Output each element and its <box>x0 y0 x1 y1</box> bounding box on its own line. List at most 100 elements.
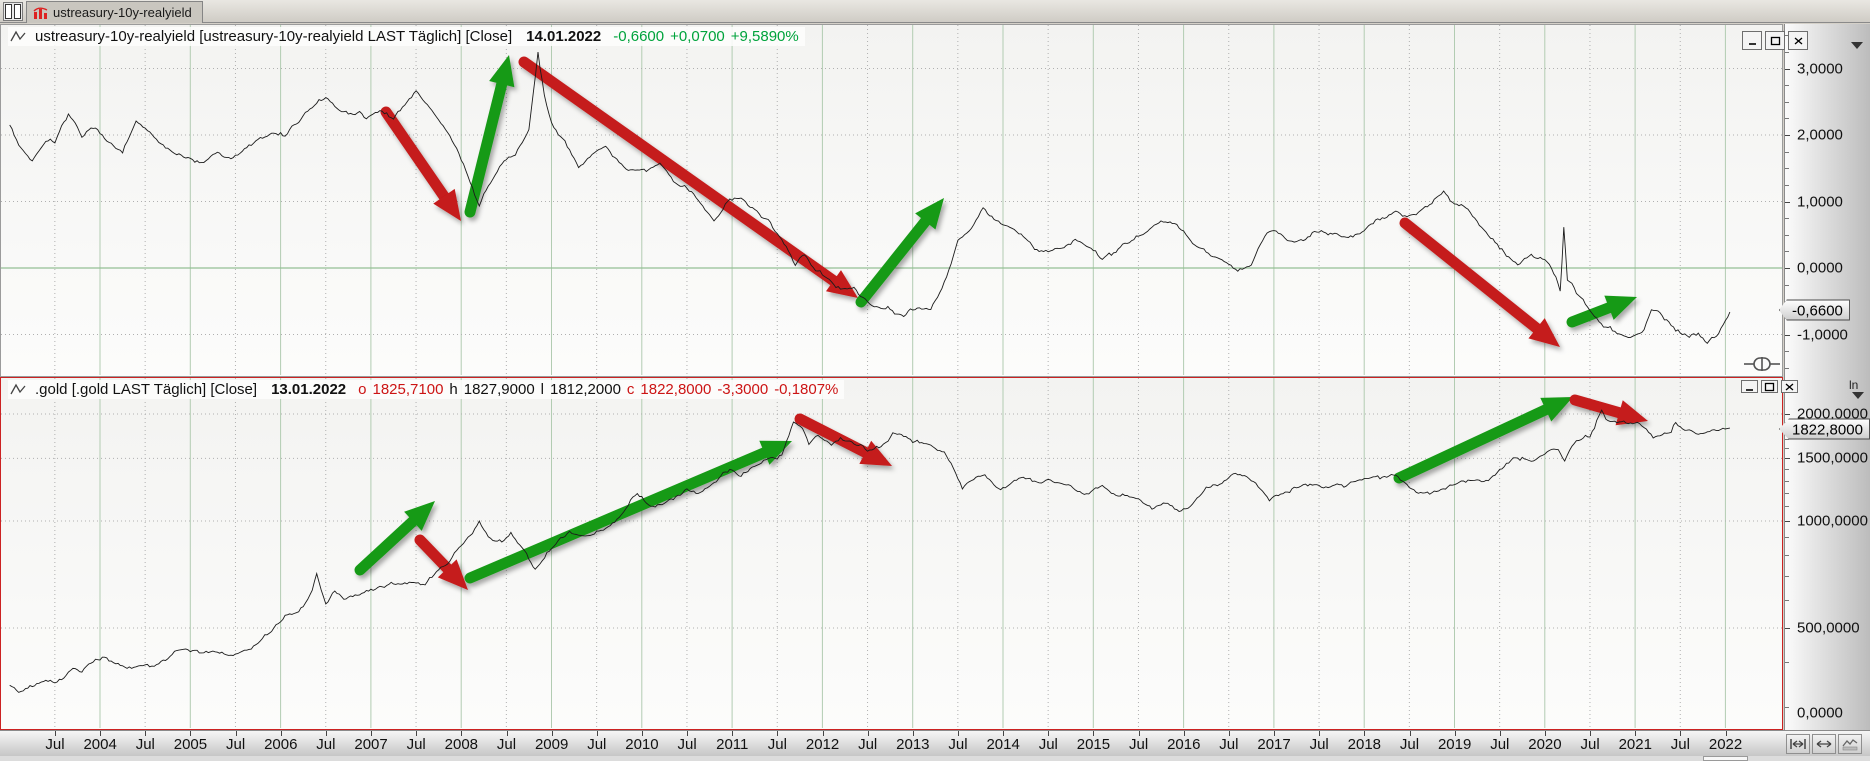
x-axis-year-label: 2009 <box>534 736 569 753</box>
y-axis-label: -1,0000 <box>1797 326 1848 343</box>
treasury-price-tag: -0,6600 <box>1779 299 1850 321</box>
x-axis-month-label: Jul <box>1670 736 1690 753</box>
y-axis-label: 2,0000 <box>1797 126 1843 144</box>
x-axis-month-label: Jul <box>1580 736 1600 753</box>
maximize-button[interactable] <box>1765 31 1785 50</box>
x-axis-month-label: Jul <box>496 736 517 753</box>
x-axis-year-label: 2015 <box>1076 736 1111 753</box>
x-axis-year-label: 2020 <box>1528 736 1562 753</box>
scale-chart-icon <box>1842 739 1858 751</box>
y-axis-label: 1000,0000 <box>1797 512 1868 530</box>
trend-arrows <box>380 55 1637 347</box>
gold-ohlc-values: o 1825,7100 h 1827,9000 l 1812,2000 c 1822,8000… <box>352 381 838 398</box>
x-axis-year-label: 2011 <box>716 736 749 753</box>
x-axis-month-label: Jul <box>767 736 787 753</box>
chain-link-icon[interactable] <box>1744 355 1780 373</box>
trend-arrows <box>354 394 1648 590</box>
ohlc-label: o <box>358 381 367 398</box>
maximize-button[interactable] <box>1761 380 1778 393</box>
y-axis-label: 0,0000 <box>1797 704 1843 722</box>
gold-title: .gold [.gold LAST Täglich] [Close] <box>35 381 258 398</box>
close-button[interactable] <box>1781 380 1798 393</box>
quote-value: 1812,2000 <box>550 381 621 398</box>
minimize-icon <box>1748 42 1756 45</box>
maximize-icon <box>1770 36 1780 45</box>
gold-plot-area[interactable] <box>1 378 1782 729</box>
minimize-button[interactable] <box>1742 31 1762 50</box>
treasury-plot-area[interactable] <box>1 25 1782 376</box>
treasury-title: ustreasury-10y-realyield [ustreasury-10y… <box>35 28 513 45</box>
gold-chart-header: .gold [.gold LAST Täglich] [Close] 13.01… <box>8 380 845 399</box>
line-squiggle-icon <box>10 30 26 42</box>
y-axis-label: 1,0000 <box>1797 193 1843 210</box>
triangle-down-icon[interactable] <box>1851 42 1863 49</box>
close-button[interactable] <box>1788 31 1808 50</box>
maximize-icon <box>1764 382 1775 391</box>
log-scale-indicator[interactable]: ln <box>1849 378 1859 392</box>
x-axis-year-label: 2019 <box>1437 736 1472 753</box>
line-squiggle-icon <box>10 383 26 395</box>
expand-horizontal-icon <box>1816 740 1832 748</box>
x-axis-year-label: 2012 <box>805 736 840 753</box>
x-axis-month-label: Jul <box>135 736 155 753</box>
quote-value: -3,3000 <box>717 381 769 398</box>
x-axis-month-label: Jul <box>1399 736 1420 753</box>
treasury-y-axis[interactable]: -0,6600 3,0000 2,0000 1,0000 0,0000 -1,0000 <box>1779 24 1870 377</box>
x-axis-year-label: 2013 <box>896 736 930 753</box>
red-bar-chart-icon <box>33 7 48 19</box>
ohlc-label: h <box>449 381 458 398</box>
gold-y-axis[interactable]: ln 1822,8000 2000,0000 1500,0000 1000,0000… <box>1779 377 1870 730</box>
quote-value: 1825,7100 <box>372 381 444 398</box>
gold-price-tag: 1822,8000 <box>1779 418 1870 440</box>
quote-value: 1827,9000 <box>463 381 535 398</box>
scrollbar-thumb[interactable] <box>1703 756 1748 761</box>
chart-tab[interactable]: ustreasury-10y-realyield <box>26 1 203 23</box>
x-axis-month-label: Jul <box>1038 736 1058 753</box>
window-panes-icon[interactable] <box>3 2 23 21</box>
x-axis-year-label: 2006 <box>264 736 298 753</box>
close-icon <box>1785 383 1794 390</box>
treasury-chart-header: ustreasury-10y-realyield [ustreasury-10y… <box>8 27 805 46</box>
x-axis-month-label: Jul <box>45 736 65 753</box>
gold-date: 13.01.2022 <box>271 381 347 398</box>
scale-chart-button[interactable] <box>1838 734 1862 754</box>
y-axis-label: 3,0000 <box>1797 60 1843 77</box>
ohlc-label: c <box>626 381 635 398</box>
treasury-price-line <box>9 52 1731 344</box>
x-axis-year-label: 2021 <box>1618 736 1652 753</box>
horizontal-scrollbar[interactable] <box>0 756 1870 761</box>
x-axis-month-label: Jul <box>226 736 246 753</box>
time-axis[interactable]: Jul 2004 Jul 2005 Jul 2006 Jul 2007 Jul 2008 Jul 20… <box>0 730 1870 756</box>
compress-horizontal-button[interactable] <box>1786 734 1810 754</box>
x-axis-year-label: 2017 <box>1257 736 1291 753</box>
x-axis-year-label: 2022 <box>1708 736 1743 753</box>
grid-lines <box>1 25 1782 375</box>
compress-horizontal-icon <box>1790 739 1806 749</box>
close-icon <box>1794 37 1802 44</box>
treasury-quote-values: -0,6600 +0,0700 +9,5890% <box>607 28 799 45</box>
gold-window-buttons <box>1741 380 1798 393</box>
x-axis-year-label: 2008 <box>444 736 479 753</box>
x-axis-year-label: 2010 <box>625 736 659 753</box>
quote-value: 1822,8000 <box>640 381 712 398</box>
x-axis-year-label: 2018 <box>1347 736 1382 753</box>
quote-value: +0,0700 <box>670 28 725 45</box>
x-axis-year-label: 2005 <box>173 736 208 753</box>
triangle-down-icon[interactable] <box>1852 392 1864 399</box>
x-axis-month-label: Jul <box>316 736 336 753</box>
x-axis-month-label: Jul <box>587 736 607 753</box>
x-axis-month-label: Jul <box>1490 736 1510 753</box>
grid-lines <box>1 378 1782 728</box>
expand-horizontal-button[interactable] <box>1812 734 1836 754</box>
minimize-button[interactable] <box>1741 380 1758 393</box>
x-axis-year-label: 2007 <box>354 736 388 753</box>
quote-value: -0,6600 <box>613 28 665 45</box>
treasury-window-buttons <box>1742 31 1808 50</box>
y-axis-label: 1500,0000 <box>1797 449 1868 467</box>
minimize-icon <box>1746 388 1753 391</box>
x-axis-month-label: Jul <box>1129 736 1149 753</box>
x-axis-month-label: Jul <box>948 736 968 753</box>
x-axis-year-label: 2004 <box>83 736 117 753</box>
x-axis-month-label: Jul <box>1219 736 1239 753</box>
